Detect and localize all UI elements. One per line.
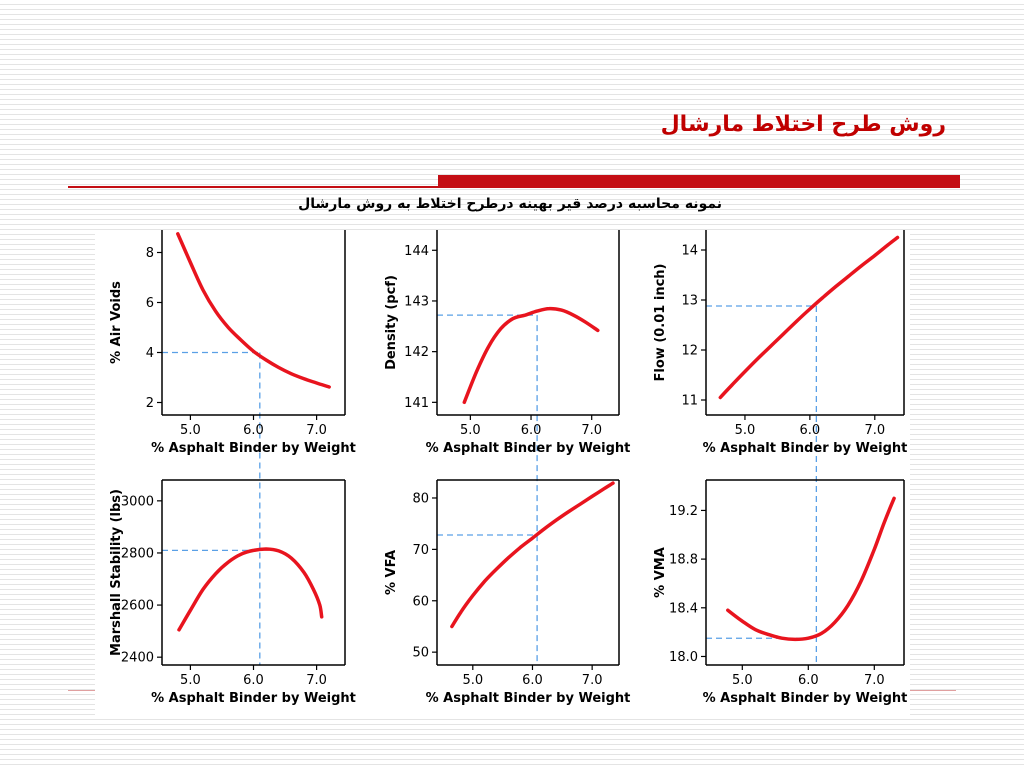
y-axis-label: % VFA bbox=[384, 550, 399, 595]
x-tick-label: 5.0 bbox=[462, 673, 483, 688]
y-tick-label: 12 bbox=[681, 344, 698, 359]
data-curve bbox=[177, 547, 324, 632]
x-tick-label: 7.0 bbox=[582, 673, 603, 688]
x-tick-label: 5.0 bbox=[460, 423, 481, 438]
x-tick-label: 7.0 bbox=[581, 423, 602, 438]
chart-panel-4: 5.0 6.0 7.0 2400 2600 2800 3000 % Asphalt Binde… bbox=[109, 479, 356, 706]
x-tick-label: 7.0 bbox=[864, 673, 885, 688]
y-tick-label: 70 bbox=[412, 543, 429, 558]
x-tick-label: 6.0 bbox=[522, 673, 543, 688]
x-tick-label: 5.0 bbox=[180, 673, 201, 688]
y-tick-label: 144 bbox=[404, 244, 429, 259]
y-tick-label: 14 bbox=[681, 244, 698, 259]
y-tick-label: 2400 bbox=[121, 651, 154, 666]
y-axis-label: % VMA bbox=[653, 547, 668, 598]
x-tick-label: 7.0 bbox=[306, 673, 327, 688]
chart-panel-6: 5.0 6.0 7.0 18.0 18.4 18.8 19.2 % Asphalt Binde… bbox=[653, 479, 908, 706]
y-tick-label: 2800 bbox=[121, 546, 154, 561]
slide-subtitle: نمونه محاسبه درصد قیر بهینه درطرح اختلاط… bbox=[298, 196, 722, 212]
x-axis-label: % Asphalt Binder by Weight bbox=[426, 441, 631, 456]
data-curve bbox=[450, 481, 615, 629]
x-tick-label: 5.0 bbox=[735, 423, 756, 438]
data-curve bbox=[718, 235, 900, 400]
slide-title: روش طرح اختلاط مارشال bbox=[660, 112, 946, 137]
title-accent-line bbox=[68, 186, 960, 188]
footer-line-left bbox=[68, 690, 96, 691]
data-curve bbox=[462, 306, 600, 405]
x-tick-label: 5.0 bbox=[732, 673, 753, 688]
optimum-guide-lines bbox=[162, 305, 818, 665]
y-axis-label: Density (pcf) bbox=[384, 275, 399, 370]
title-accent-bar bbox=[438, 175, 960, 188]
footer-line-right bbox=[908, 690, 956, 691]
y-axis-label: Marshall Stability (lbs) bbox=[109, 489, 124, 656]
y-tick-label: 18.8 bbox=[669, 553, 698, 568]
x-tick-label: 7.0 bbox=[864, 423, 885, 438]
y-tick-label: 11 bbox=[681, 394, 698, 409]
data-curve bbox=[176, 232, 331, 389]
x-axis-label: % Asphalt Binder by Weight bbox=[151, 691, 356, 706]
y-tick-label: 4 bbox=[146, 346, 154, 361]
x-tick-label: 6.0 bbox=[798, 673, 819, 688]
y-tick-label: 18.0 bbox=[669, 650, 698, 665]
y-tick-label: 2600 bbox=[121, 599, 154, 614]
y-tick-label: 6 bbox=[146, 296, 154, 311]
x-axis-label: % Asphalt Binder by Weight bbox=[426, 691, 631, 706]
y-tick-label: 141 bbox=[404, 396, 429, 411]
y-axis-label: % Air Voids bbox=[109, 281, 124, 364]
chart-panel-2: 5.0 6.0 7.0 141 142 143 144 % Asphalt Binder by… bbox=[384, 230, 630, 456]
x-tick-label: 6.0 bbox=[521, 423, 542, 438]
marshall-charts-figure: 5.0 6.0 7.0 2 4 6 8 % Asphalt Binder by Weight%… bbox=[95, 230, 910, 717]
x-axis-label: % Asphalt Binder by Weight bbox=[703, 441, 908, 456]
y-tick-label: 8 bbox=[146, 246, 154, 261]
x-axis-label: % Asphalt Binder by Weight bbox=[703, 691, 908, 706]
y-axis-label: Flow (0.01 inch) bbox=[653, 264, 668, 382]
y-tick-label: 3000 bbox=[121, 494, 154, 509]
y-tick-label: 18.4 bbox=[669, 601, 698, 616]
y-tick-label: 60 bbox=[412, 594, 429, 609]
y-tick-label: 143 bbox=[404, 294, 429, 309]
chart-panel-3: 5.0 6.0 7.0 11 12 13 14 % Asphalt Binder by Wei… bbox=[653, 230, 907, 456]
chart-panel-1: 5.0 6.0 7.0 2 4 6 8 % Asphalt Binder by Weight%… bbox=[109, 230, 356, 456]
data-curve bbox=[726, 496, 896, 642]
marshall-charts-svg: 5.0 6.0 7.0 2 4 6 8 % Asphalt Binder by Weight%… bbox=[109, 230, 908, 706]
y-tick-label: 80 bbox=[412, 491, 429, 506]
y-tick-label: 50 bbox=[412, 646, 429, 661]
x-tick-label: 5.0 bbox=[180, 423, 201, 438]
y-tick-label: 13 bbox=[681, 294, 698, 309]
chart-panel-5: 5.0 6.0 7.0 50 60 70 80 % Asphalt Binder by Wei… bbox=[384, 479, 631, 706]
x-axis-label: % Asphalt Binder by Weight bbox=[151, 441, 356, 456]
x-tick-label: 6.0 bbox=[800, 423, 821, 438]
y-tick-label: 142 bbox=[404, 345, 429, 360]
y-tick-label: 2 bbox=[146, 396, 154, 411]
x-tick-label: 6.0 bbox=[243, 673, 264, 688]
x-tick-label: 7.0 bbox=[306, 423, 327, 438]
x-tick-label: 6.0 bbox=[243, 423, 264, 438]
y-tick-label: 19.2 bbox=[669, 504, 698, 519]
